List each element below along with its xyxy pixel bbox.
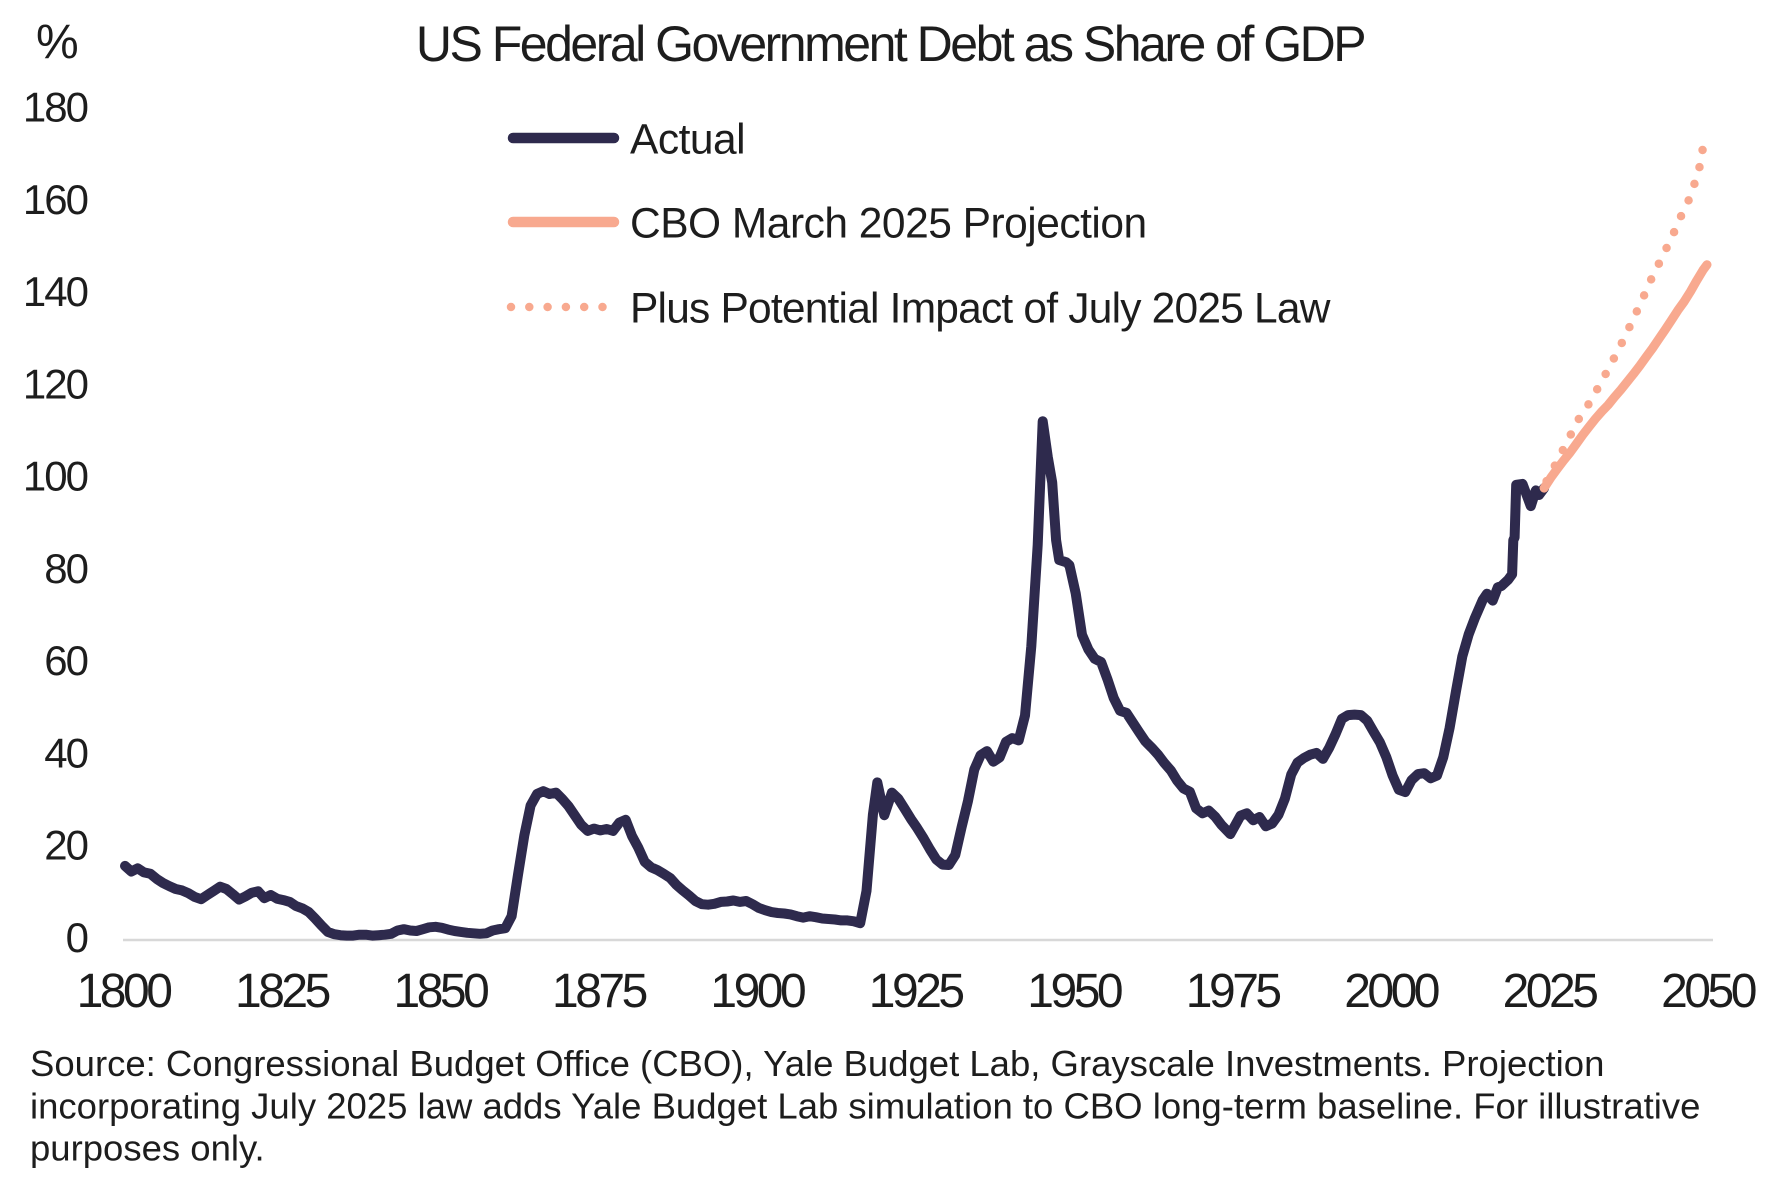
svg-text:140: 140: [23, 268, 88, 315]
svg-text:Plus Potential Impact of July: Plus Potential Impact of July 2025 Law: [630, 286, 1331, 333]
svg-text:Source: Congressional Budget O: Source: Congressional Budget Office (CBO…: [30, 1043, 1604, 1084]
svg-text:2025: 2025: [1503, 965, 1598, 1018]
svg-text:1825: 1825: [235, 965, 330, 1018]
svg-text:1950: 1950: [1027, 965, 1122, 1018]
svg-text:2000: 2000: [1344, 965, 1439, 1018]
svg-text:purposes only.: purposes only.: [30, 1128, 265, 1169]
svg-text:2050: 2050: [1661, 965, 1756, 1018]
svg-text:120: 120: [23, 360, 88, 407]
svg-text:Actual: Actual: [630, 117, 745, 164]
svg-text:180: 180: [23, 84, 88, 131]
svg-text:80: 80: [44, 545, 87, 592]
svg-text:1975: 1975: [1186, 965, 1281, 1018]
svg-text:US Federal Government Debt as: US Federal Government Debt as Share of G…: [416, 16, 1364, 72]
svg-text:incorporating July 2025 law ad: incorporating July 2025 law adds Yale Bu…: [30, 1085, 1700, 1126]
svg-text:0: 0: [66, 914, 88, 961]
svg-text:CBO March 2025 Projection: CBO March 2025 Projection: [630, 201, 1147, 248]
svg-text:100: 100: [23, 453, 88, 500]
svg-text:60: 60: [44, 637, 87, 684]
svg-text:20: 20: [44, 822, 87, 869]
svg-text:40: 40: [44, 729, 87, 776]
svg-text:1900: 1900: [710, 965, 805, 1018]
svg-text:1925: 1925: [869, 965, 964, 1018]
svg-text:1850: 1850: [394, 965, 489, 1018]
svg-text:%: %: [36, 16, 79, 69]
svg-text:160: 160: [23, 176, 88, 223]
svg-text:1800: 1800: [77, 965, 172, 1018]
svg-text:1875: 1875: [552, 965, 647, 1018]
